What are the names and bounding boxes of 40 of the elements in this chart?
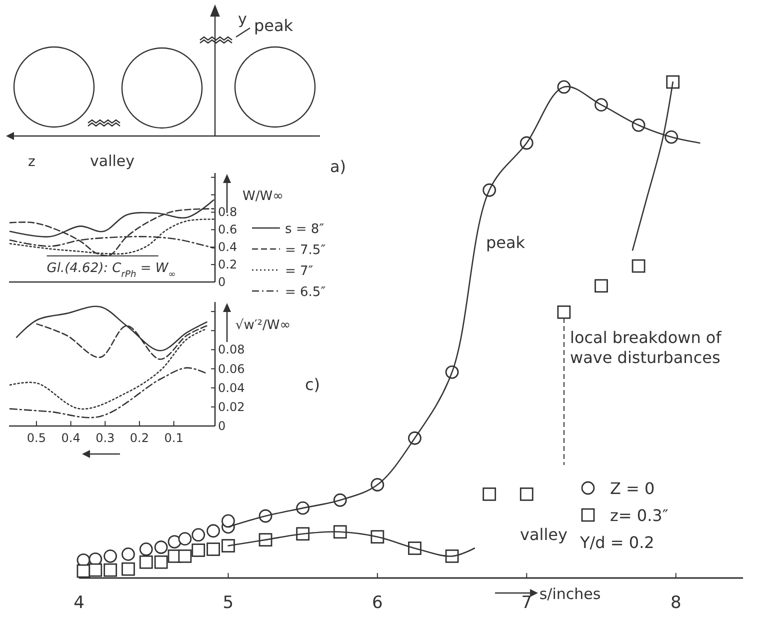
annotation: valley (520, 525, 568, 544)
y-tick-label: 0.08 (218, 342, 245, 357)
annotation: a) (330, 157, 346, 176)
annotation: Y/d = 0.2 (579, 533, 654, 552)
x-tick-label: 5 (222, 593, 234, 613)
legend-label: = 7″ (285, 264, 314, 279)
x-tick-label: 0.3 (96, 431, 115, 445)
annotation: local breakdown of wave disturbances (570, 328, 722, 367)
legend-label: Z = 0 (610, 479, 655, 498)
y-tick-label: 0.04 (218, 380, 245, 395)
x-tick-label: 8 (670, 593, 682, 613)
y-tick-label: 0 (218, 275, 226, 289)
legend-label: z= 0.3″ (610, 506, 668, 525)
y-tick-label: 0.02 (218, 400, 245, 414)
x-tick-label: 0.2 (130, 431, 150, 445)
text: y (238, 10, 247, 28)
x-tick-label: 4 (74, 593, 84, 613)
legend-label: s = 8″ (285, 222, 324, 237)
annotation: peak (486, 233, 526, 252)
y-tick-label: 0.8 (218, 205, 238, 220)
y-tick-label: 0 (218, 419, 226, 433)
annotation: valley (90, 152, 135, 170)
text: z (28, 154, 36, 170)
annotation: c) (305, 375, 320, 394)
ref-line-label: Gl.(4.62): C$_{rPh}$ = W$_{∞}$ (46, 260, 176, 280)
y-axis-title: W/W∞ (242, 189, 284, 204)
x-axis-title: s/inches (539, 585, 601, 603)
legend-label: = 7.5″ (285, 243, 326, 258)
x-tick-label: 0.4 (61, 431, 80, 445)
y-axis-title: √w′²/W∞ (235, 318, 291, 333)
y-tick-label: 0.2 (218, 258, 238, 272)
x-tick-label: 0.5 (26, 431, 46, 445)
x-tick-label: 7 (521, 593, 532, 613)
x-tick-label: 0.1 (164, 431, 184, 445)
y-tick-label: 0.4 (218, 240, 238, 254)
y-tick-label: 0.06 (218, 362, 245, 376)
y-tick-label: 0.6 (218, 222, 238, 237)
text: peak (254, 16, 294, 35)
legend-label: = 6.5″ (285, 285, 326, 300)
x-tick-label: 6 (372, 593, 383, 613)
